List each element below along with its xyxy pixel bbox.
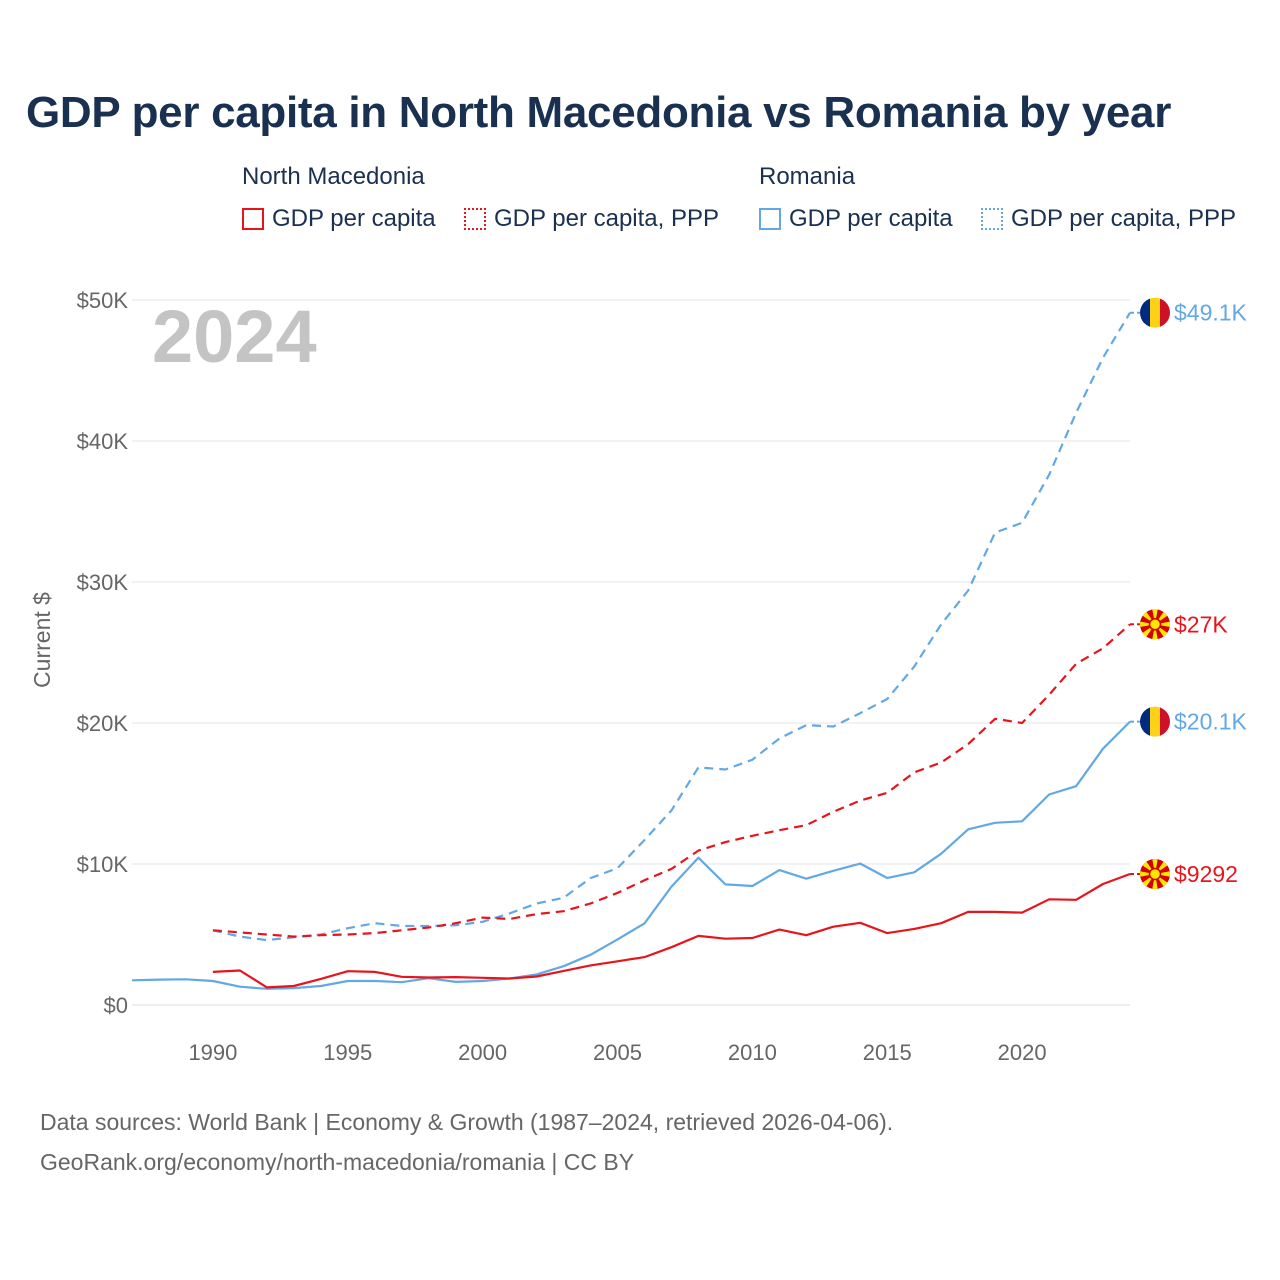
solid-line-swatch-icon xyxy=(242,208,264,230)
y-axis: $0 $10K $20K $30K $40K $50K xyxy=(77,288,129,1018)
y-tick-label: $30K xyxy=(77,570,129,595)
chart-title: GDP per capita in North Macedonia vs Rom… xyxy=(26,88,1172,137)
romania-flag-icon xyxy=(1140,297,1170,328)
grid-lines xyxy=(132,299,1130,1006)
year-watermark: 2024 xyxy=(152,295,317,378)
series-line xyxy=(212,312,1131,942)
legend-label: GDP per capita xyxy=(272,205,436,232)
y-tick-label: $10K xyxy=(77,852,129,877)
footer-sources: Data sources: World Bank | Economy & Gro… xyxy=(40,1109,894,1135)
series-line xyxy=(212,872,1131,989)
legend-item-north-macedonia-ppp[interactable]: GDP per capita, PPP xyxy=(464,204,719,234)
footer-attribution: GeoRank.org/economy/north-macedonia/roma… xyxy=(40,1149,635,1175)
x-tick-label: 2015 xyxy=(863,1040,912,1065)
y-tick-label: $40K xyxy=(77,429,129,454)
legend-label: GDP per capita, PPP xyxy=(1011,205,1236,232)
legend-group-north-macedonia: North Macedonia xyxy=(242,163,425,190)
legend-group-romania: Romania xyxy=(759,163,856,190)
x-tick-label: 2020 xyxy=(998,1040,1047,1065)
legend-item-romania-ppp[interactable]: GDP per capita, PPP xyxy=(981,204,1236,234)
x-tick-label: 2010 xyxy=(728,1040,777,1065)
solid-line-swatch-icon xyxy=(759,208,781,230)
legend-label: GDP per capita, PPP xyxy=(494,205,719,232)
y-tick-label: $50K xyxy=(77,288,129,313)
end-value-label: $20.1K xyxy=(1174,709,1248,735)
end-value-label: $27K xyxy=(1174,611,1228,637)
north-macedonia-flag-icon xyxy=(1140,859,1170,889)
x-tick-label: 2005 xyxy=(593,1040,642,1065)
series-line xyxy=(212,623,1131,938)
romania-flag-icon xyxy=(1140,706,1170,737)
legend-item-north-macedonia-gdp[interactable]: GDP per capita xyxy=(242,204,436,234)
legend-label: GDP per capita xyxy=(789,205,953,232)
y-tick-label: $0 xyxy=(104,993,128,1018)
x-tick-label: 2000 xyxy=(458,1040,507,1065)
y-axis-label: Current $ xyxy=(29,592,55,688)
legend-item-romania-gdp[interactable]: GDP per capita xyxy=(759,204,953,234)
y-tick-label: $20K xyxy=(77,711,129,736)
x-tick-label: 1995 xyxy=(323,1040,372,1065)
series-line xyxy=(131,720,1131,990)
x-tick-label: 1990 xyxy=(188,1040,237,1065)
dotted-line-swatch-icon xyxy=(464,208,486,230)
dotted-line-swatch-icon xyxy=(981,208,1003,230)
end-markers: $49.1K $27K $20.1K $9292 xyxy=(1130,297,1248,889)
end-value-label: $49.1K xyxy=(1174,300,1248,326)
end-value-label: $9292 xyxy=(1174,861,1238,887)
x-axis: 1990 1995 2000 2005 2010 2015 2020 xyxy=(188,1040,1046,1065)
series-lines xyxy=(131,312,1131,990)
